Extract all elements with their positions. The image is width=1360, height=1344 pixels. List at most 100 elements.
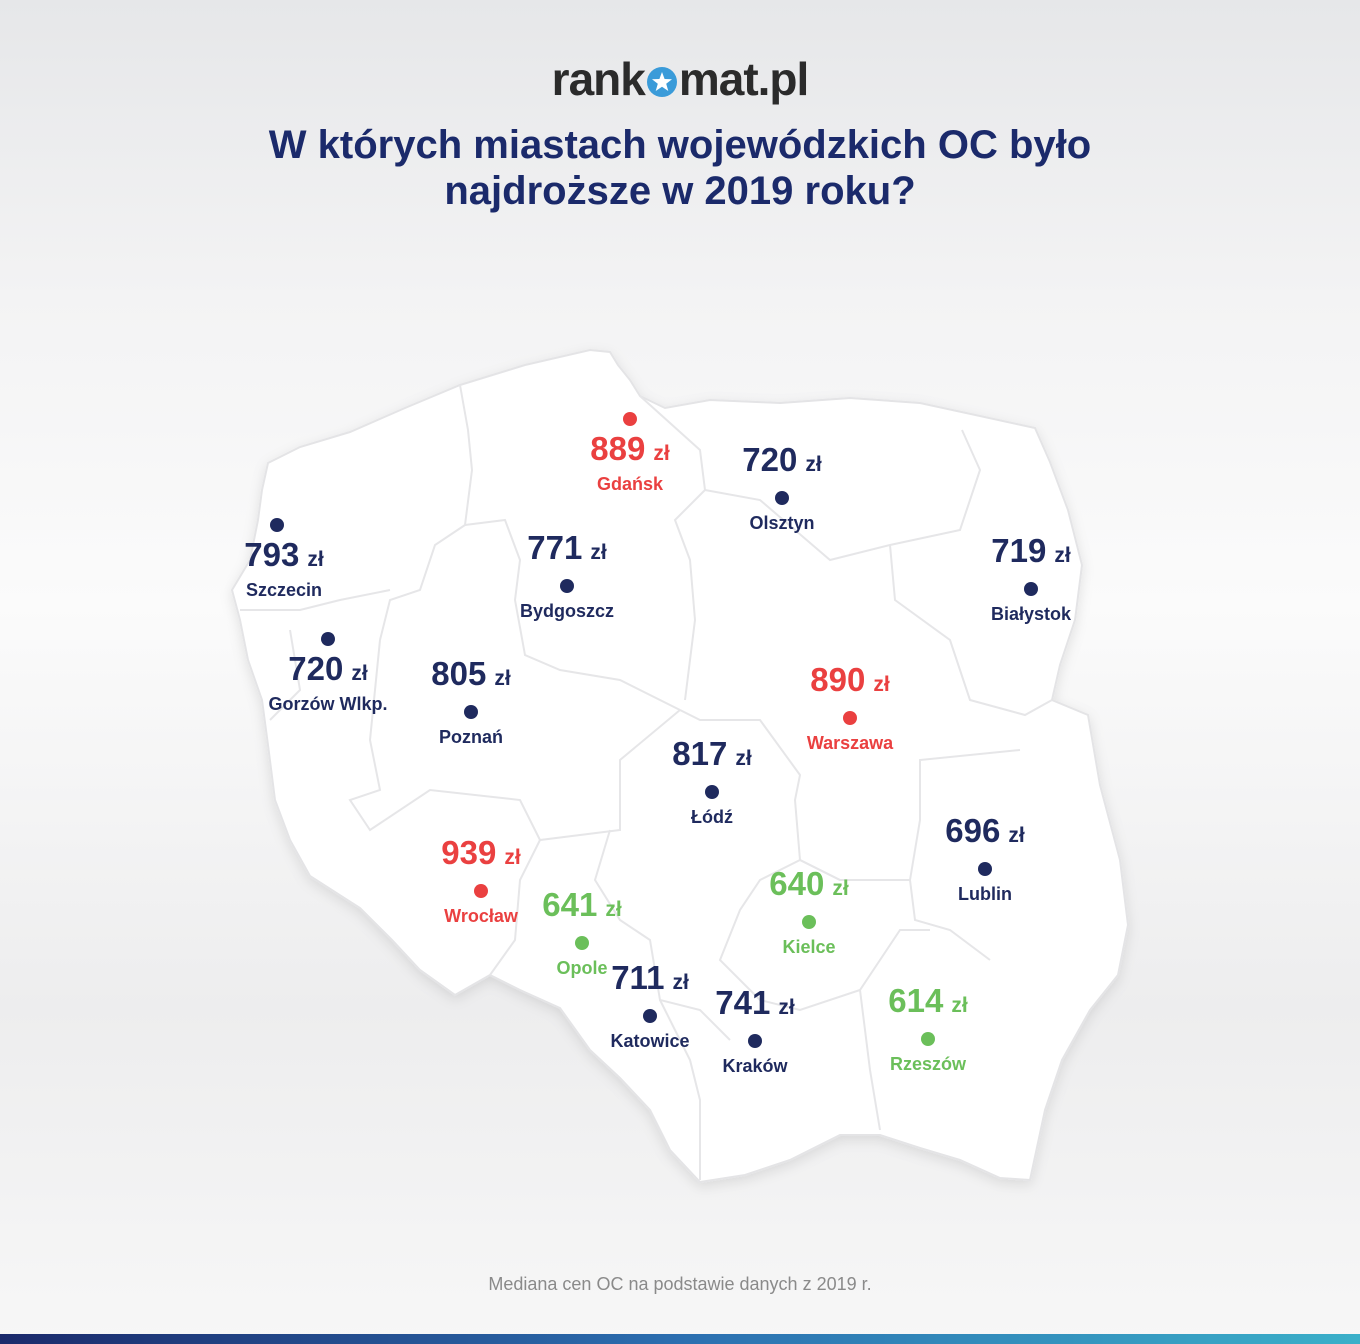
poland-outline bbox=[230, 348, 1130, 1184]
footnote: Mediana cen OC na podstawie danych z 201… bbox=[488, 1274, 872, 1294]
city-name: Kielce bbox=[782, 937, 836, 957]
city-name: Opole bbox=[556, 958, 608, 978]
region-border bbox=[348, 639, 681, 842]
city-price: 719 bbox=[991, 532, 1047, 569]
city-price-unit: zł bbox=[351, 662, 368, 685]
city-price-unit: zł bbox=[832, 877, 849, 900]
city-price: 711 bbox=[611, 959, 665, 996]
star-circle-icon bbox=[646, 67, 677, 97]
city-price-unit: zł bbox=[494, 667, 511, 690]
city-name: Wrocław bbox=[444, 906, 518, 926]
city-rzeszow: 614 zł Rzeszów bbox=[808, 982, 1048, 1075]
city-price-unit: zł bbox=[605, 898, 622, 921]
city-lublin: 696 zł Lublin bbox=[865, 812, 1105, 905]
city-price: 889 bbox=[590, 430, 646, 467]
city-lodz: 817 zł Łódź bbox=[592, 735, 832, 828]
region-border bbox=[639, 395, 707, 701]
city-price: 793 bbox=[244, 536, 300, 573]
region-border bbox=[593, 829, 731, 1041]
city-name: Białystok bbox=[990, 604, 1072, 624]
city-opole: 641 zł Opole bbox=[462, 886, 702, 979]
city-price-unit: zł bbox=[672, 971, 689, 994]
city-dot bbox=[270, 518, 284, 532]
city-name: Kraków bbox=[722, 1056, 788, 1076]
city-price-unit: zł bbox=[504, 846, 521, 869]
region-border bbox=[909, 879, 991, 961]
city-katowice: 711 zł Katowice bbox=[530, 959, 770, 1052]
city-dot bbox=[560, 579, 574, 593]
city-dot bbox=[321, 632, 335, 646]
city-gorzow: 720 zł Gorzów Wlkp. bbox=[208, 625, 448, 715]
city-dot bbox=[802, 915, 816, 929]
city-poznan: 805 zł Poznań bbox=[351, 655, 591, 748]
city-dot bbox=[1024, 582, 1038, 596]
city-dot bbox=[748, 1034, 762, 1048]
city-price-unit: zł bbox=[805, 453, 822, 476]
region-border bbox=[859, 989, 881, 1131]
city-name: Poznań bbox=[438, 727, 503, 747]
city-dot bbox=[843, 711, 857, 725]
city-krakow: 741 zł Kraków bbox=[635, 984, 875, 1077]
city-dot bbox=[464, 705, 478, 719]
region-border bbox=[889, 544, 1053, 717]
city-name: Lublin bbox=[958, 884, 1012, 904]
city-price-unit: zł bbox=[735, 747, 752, 770]
city-price-unit: zł bbox=[307, 548, 324, 571]
city-price: 890 bbox=[810, 661, 866, 698]
city-price-unit: zł bbox=[1008, 824, 1025, 847]
region-border bbox=[489, 839, 541, 976]
city-dot bbox=[705, 785, 719, 799]
city-price-unit: zł bbox=[653, 442, 670, 465]
city-dot bbox=[921, 1032, 935, 1046]
city-price: 771 bbox=[527, 529, 583, 566]
region-border bbox=[379, 384, 474, 641]
city-name: Łódź bbox=[691, 807, 733, 827]
city-price: 817 bbox=[672, 735, 728, 772]
city-price: 641 bbox=[542, 886, 598, 923]
city-name: Szczecin bbox=[245, 580, 323, 600]
city-price: 720 bbox=[288, 650, 344, 687]
city-dot bbox=[474, 884, 488, 898]
bottom-accent-bar bbox=[0, 1334, 1360, 1344]
city-price: 939 bbox=[441, 834, 497, 871]
city-gdansk: 889 zł Gdańsk bbox=[510, 405, 750, 495]
logo-text-left: rank bbox=[551, 53, 646, 105]
region-border bbox=[269, 629, 302, 721]
city-price: 741 bbox=[715, 984, 771, 1021]
city-price: 640 bbox=[769, 865, 825, 902]
city-dot bbox=[575, 936, 589, 950]
page-title: W których miastach wojewódzkich OC było … bbox=[268, 123, 1092, 213]
logo-text-right: mat.pl bbox=[678, 53, 809, 105]
city-szczecin: 793 zł Szczecin bbox=[164, 511, 404, 601]
city-price: 696 bbox=[945, 812, 1001, 849]
city-warszawa: 890 zł Warszawa bbox=[730, 661, 970, 754]
city-kielce: 640 zł Kielce bbox=[689, 865, 929, 958]
city-dot bbox=[623, 412, 637, 426]
city-name: Katowice bbox=[610, 1031, 690, 1051]
region-border bbox=[718, 858, 930, 1012]
city-name: Olsztyn bbox=[749, 513, 815, 533]
city-price-unit: zł bbox=[778, 996, 795, 1019]
city-bydgoszcz: 771 zł Bydgoszcz bbox=[447, 529, 687, 622]
brand-logo: rank mat.pl bbox=[0, 52, 1360, 106]
region-border bbox=[464, 518, 681, 711]
city-name: Gorzów Wlkp. bbox=[268, 694, 388, 714]
city-name: Rzeszów bbox=[889, 1054, 967, 1074]
city-price-unit: zł bbox=[951, 994, 968, 1017]
city-dot bbox=[978, 862, 992, 876]
city-name: Bydgoszcz bbox=[519, 601, 615, 621]
city-price-unit: zł bbox=[1054, 544, 1071, 567]
city-price: 720 bbox=[742, 441, 798, 478]
region-border bbox=[659, 999, 701, 1180]
city-price-unit: zł bbox=[873, 673, 890, 696]
city-dot bbox=[775, 491, 789, 505]
city-name: Gdańsk bbox=[596, 474, 664, 494]
city-name: Warszawa bbox=[806, 733, 894, 753]
city-bialystok: 719 zł Białystok bbox=[911, 532, 1151, 625]
city-price: 805 bbox=[431, 655, 487, 692]
city-price-unit: zł bbox=[590, 541, 607, 564]
city-olsztyn: 720 zł Olsztyn bbox=[662, 441, 902, 534]
region-border bbox=[240, 589, 391, 611]
city-dot bbox=[643, 1009, 657, 1023]
